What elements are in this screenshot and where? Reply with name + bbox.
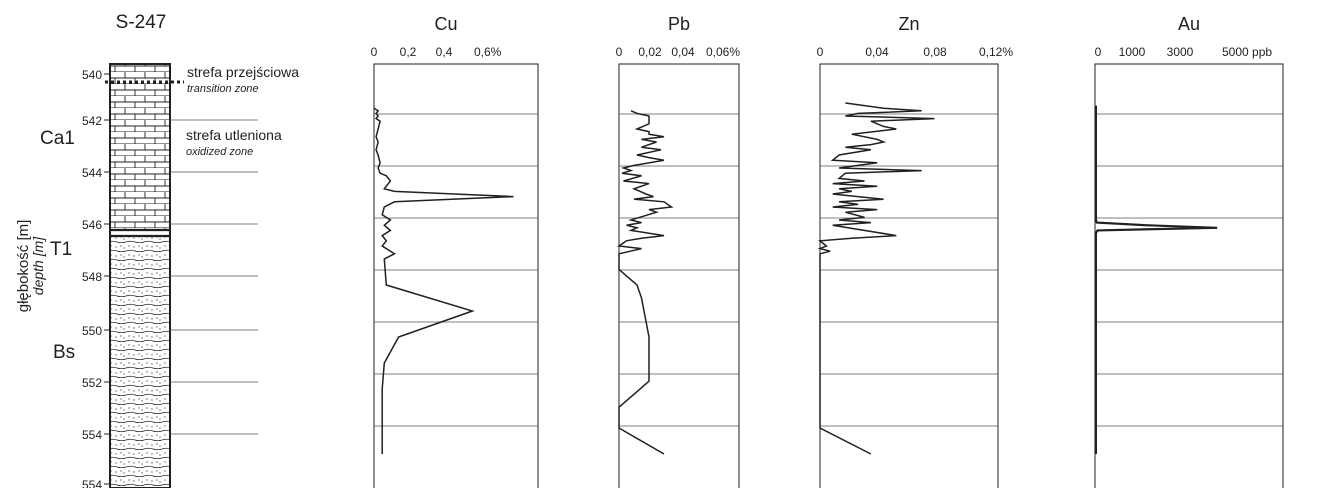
x-tick-label: 0,06%	[706, 45, 740, 59]
x-tick-label: 0,08	[923, 45, 947, 59]
depth-tick-label: 554	[82, 478, 102, 488]
unit-label-bs: Bs	[53, 342, 75, 363]
x-tick-label: 0	[616, 45, 623, 59]
x-tick-label: 3000	[1167, 45, 1194, 59]
x-tick-label: 0,04	[865, 45, 889, 59]
data-line-au	[1094, 105, 1218, 454]
panel-title: Cu	[434, 14, 457, 34]
geochemistry-panels: Cu 0 0,2 0,4 0,6% Pb 0 0,02 0,04 0,06% Zn 0 0,04 0,08…	[371, 14, 1284, 488]
x-tick-label: 0,2	[400, 45, 417, 59]
lithology-limestone	[110, 64, 170, 230]
zone-oxidized-label-en: oxidized zone	[186, 146, 253, 158]
panel-frame	[1094, 63, 1284, 488]
depth-tick-label: 548	[82, 270, 102, 284]
panel-title: Pb	[668, 14, 690, 34]
data-line-pb	[616, 110, 674, 455]
depth-tick-label: 544	[82, 166, 102, 180]
depth-tick-label: 540	[82, 68, 102, 82]
unit-label-ca1: Ca1	[40, 128, 75, 149]
x-tick-label: 0,4	[436, 45, 453, 59]
zone-transition-label-en: transition zone	[187, 83, 259, 95]
panel-frame	[819, 63, 999, 488]
x-tick-label: 5000 ppb	[1222, 45, 1272, 59]
depth-tick-label: 546	[82, 218, 102, 232]
depth-tick-label: 550	[82, 324, 102, 338]
x-tick-label: 1000	[1119, 45, 1146, 59]
x-tick-label: 0,6%	[474, 45, 502, 59]
x-tick-label: 0,02	[638, 45, 662, 59]
y-axis-label-en: depth [m]	[30, 236, 46, 295]
unit-label-t1: T1	[50, 239, 72, 260]
panel-pb: Pb 0 0,02 0,04 0,06%	[616, 14, 740, 488]
zone-oxidized-label: strefa utleniona	[186, 127, 282, 143]
panel-au: Au 0 1000 3000 5000 ppb	[1094, 14, 1284, 488]
panel-cu: Cu 0 0,2 0,4 0,6%	[371, 14, 539, 488]
x-tick-label: 0	[817, 45, 824, 59]
well-column: S-247 540 542 544 546 548 550 552 554 554 głębok…	[15, 12, 299, 488]
well-name: S-247	[116, 12, 167, 33]
zone-transition-label: strefa przejściowa	[187, 64, 299, 80]
panel-title: Zn	[898, 14, 919, 34]
data-line-zn	[817, 102, 935, 455]
x-tick-label: 0	[1095, 45, 1102, 59]
depth-tick-label: 554	[82, 428, 102, 442]
y-axis-label: głębokość [m]	[15, 220, 32, 313]
panel-title: Au	[1178, 14, 1200, 34]
lithology-sandstone	[110, 236, 170, 488]
x-tick-label: 0,04	[671, 45, 695, 59]
data-line-cu	[373, 107, 514, 454]
x-tick-label: 0,12%	[979, 45, 1013, 59]
panel-frame	[618, 63, 740, 488]
depth-tick-label: 542	[82, 114, 102, 128]
depth-tick-label: 552	[82, 376, 102, 390]
depth-ticks: 540 542 544 546 548 550 552 554 554	[82, 68, 258, 488]
x-tick-label: 0	[371, 45, 378, 59]
panel-frame	[373, 63, 539, 488]
panel-zn: Zn 0 0,04 0,08 0,12%	[817, 14, 1013, 488]
